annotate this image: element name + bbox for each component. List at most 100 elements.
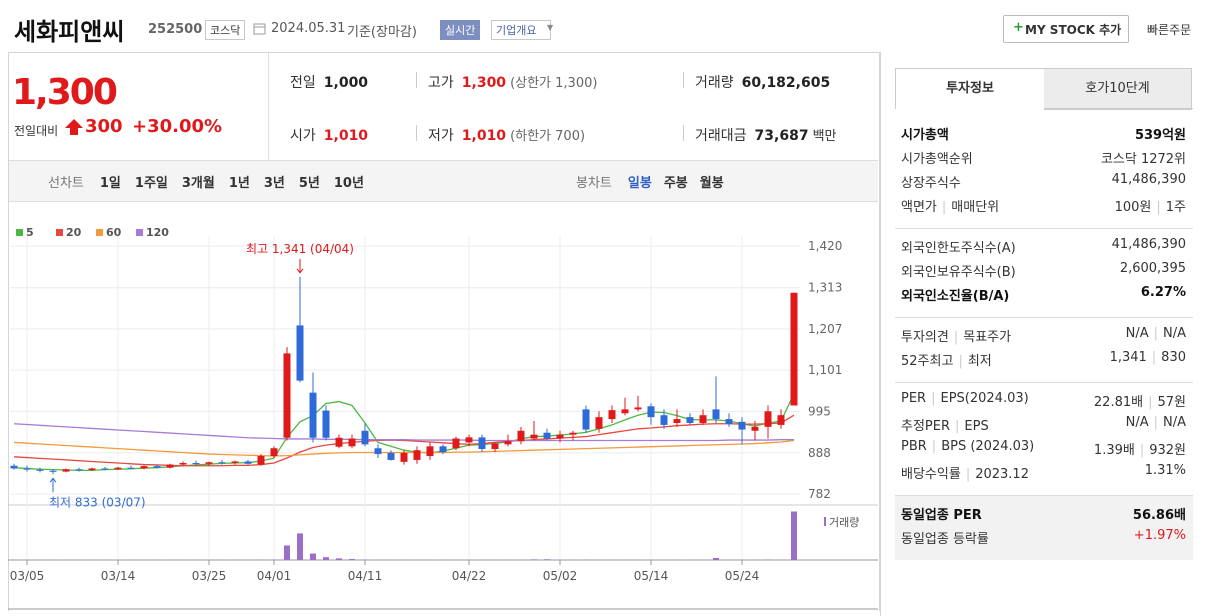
candle-body	[738, 421, 746, 430]
x-tick-label: 05/02	[543, 569, 578, 583]
separator: |	[955, 419, 960, 434]
label-text: 시가총액순위	[901, 152, 973, 167]
company-info[interactable]: 기업개요	[491, 20, 552, 40]
x-tick-label: 05/14	[634, 569, 669, 583]
candle-body	[777, 415, 785, 425]
candle-body	[413, 450, 421, 460]
period-item[interactable]: 1주일	[134, 176, 168, 191]
separator: |	[953, 330, 959, 345]
summary-item: 저가 1,010 (하한가 700)	[428, 125, 585, 145]
info-label: 시가총액	[901, 124, 949, 143]
volume-bar	[297, 533, 303, 560]
period-item[interactable]: 5년	[298, 176, 320, 191]
separator: |	[941, 200, 947, 215]
volume-bar	[284, 545, 290, 560]
x-tick-label: 03/05	[10, 569, 45, 583]
info-label: 시가총액순위	[901, 148, 973, 167]
candle-body	[699, 415, 707, 423]
realtime-badge[interactable]: 실시간	[440, 20, 481, 40]
legend-label: 120	[146, 226, 169, 239]
quick-order[interactable]: 빠른주문	[1147, 23, 1192, 37]
label-text: 배당수익률	[901, 467, 961, 482]
candle-body	[101, 468, 109, 470]
candle-body	[608, 410, 616, 420]
value-text: 830	[1161, 350, 1186, 365]
info-value: +1.97%	[1134, 528, 1186, 543]
label-text: 최저	[967, 354, 992, 369]
candle-body	[244, 461, 252, 464]
candle-body	[452, 438, 460, 449]
label-text: EPS(2024.03)	[940, 391, 1029, 406]
candle-body	[517, 430, 525, 442]
candle-item[interactable]: 주봉	[663, 176, 688, 191]
separator: |	[1151, 350, 1157, 365]
legend-swatch	[16, 229, 23, 236]
info-label: PBR | BPS (2024.03)	[901, 439, 1034, 454]
separator	[416, 125, 417, 141]
candle-body	[582, 409, 590, 430]
period-item[interactable]: 10년	[333, 176, 364, 191]
label-text: 매매단위	[951, 200, 1000, 215]
y-tick-label: 782	[808, 487, 831, 501]
label-text: 액면가	[901, 200, 937, 215]
candle-body	[361, 430, 369, 445]
summary-label: 저가	[428, 128, 454, 144]
summary-label: 거래량	[695, 75, 734, 91]
label-text: 동일업종 PER	[901, 508, 982, 523]
info-label: 상장주식수	[901, 172, 961, 191]
candle-item[interactable]: 일봉	[627, 176, 652, 191]
candle-body	[166, 464, 174, 468]
summary-item: 거래대금 73,687 백만	[695, 125, 836, 145]
separator: |	[931, 391, 936, 406]
separator: |	[958, 354, 963, 369]
period-group: 선차트 1일 1주일 3개월 1년 3년 5년 10년	[48, 172, 378, 191]
info-label: 투자의견 | 목표주가	[901, 326, 1011, 345]
period-item[interactable]: 1일	[99, 176, 121, 191]
separator: |	[1153, 326, 1158, 341]
value-text: 1,341	[1109, 350, 1147, 365]
y-tick-label: 1,313	[808, 281, 842, 295]
change-label: 전일대비	[14, 124, 59, 138]
volume-bar	[336, 558, 342, 560]
y-tick-label: 995	[808, 404, 831, 418]
x-tick-label: 04/22	[452, 569, 487, 583]
x-tick-label: 04/11	[348, 569, 383, 583]
candle-body	[478, 437, 486, 450]
summary-label: 시가	[290, 128, 316, 144]
value-text: 100원	[1114, 200, 1152, 215]
candle-item[interactable]: 월봉	[699, 176, 724, 191]
dropdown-arrow: ▼	[547, 23, 554, 32]
candle-body	[764, 411, 772, 427]
tab[interactable]: 투자정보	[895, 68, 1045, 109]
candle-body	[556, 434, 564, 439]
candle-body	[75, 469, 83, 471]
my-stock-button[interactable]	[1003, 15, 1129, 43]
period-item[interactable]: 3개월	[181, 176, 215, 191]
my-stock-label[interactable]: MY STOCK 추가	[1025, 23, 1122, 37]
label-text: 2023.12	[975, 467, 1029, 482]
annotation-arrow	[49, 477, 57, 493]
candle-body	[725, 419, 733, 425]
period-item[interactable]: 3년	[263, 176, 285, 191]
label-text: BPS (2024.03)	[941, 439, 1035, 454]
group-divider	[895, 228, 1193, 229]
info-value: 22.81배 | 57원	[1094, 391, 1186, 410]
label-text: 시가총액	[901, 128, 949, 143]
period-item[interactable]: 1년	[228, 176, 250, 191]
legend-label: 5	[26, 226, 34, 239]
volume-bar	[791, 511, 797, 560]
candle-body	[205, 462, 213, 464]
info-value: N/A | N/A	[1126, 326, 1186, 341]
summary-label: 전일	[290, 75, 316, 91]
candle-body	[179, 463, 187, 465]
info-value: 41,486,390	[1112, 237, 1186, 252]
moving-average	[13, 423, 794, 442]
separator	[416, 72, 417, 88]
info-label: 동일업종 PER	[901, 504, 982, 523]
legend-swatch	[56, 229, 63, 236]
summary-item: 전일 1,000	[290, 72, 368, 92]
volume-bar	[310, 553, 316, 560]
tab[interactable]: 호가10단계	[1044, 68, 1192, 110]
label-text: 상장주식수	[901, 176, 961, 191]
